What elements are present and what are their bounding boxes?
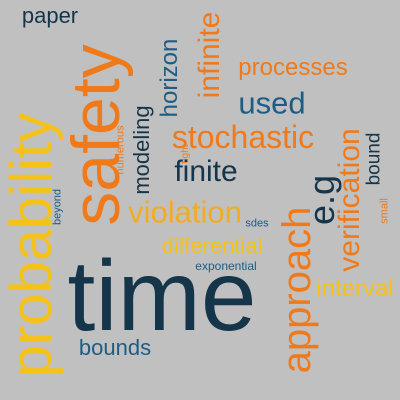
word-paper: paper — [21, 3, 79, 28]
word-infinite: infinite — [193, 11, 226, 99]
word-time: time — [67, 240, 257, 352]
word-stochastic: stochastic — [171, 119, 315, 155]
word-exponential: exponential — [195, 259, 257, 273]
word-numerous: numerous — [114, 125, 127, 175]
word-bounds: bounds — [78, 335, 152, 360]
word-small: small — [378, 198, 391, 224]
word-beyond: beyond — [51, 188, 64, 226]
word-bound: bound — [363, 132, 385, 186]
word-verification: verification — [333, 128, 366, 272]
word-violation: violation — [128, 194, 242, 230]
word-probability: probability — [0, 112, 64, 378]
word-sdes: sdes — [245, 217, 269, 230]
word-interval: interval — [316, 275, 394, 302]
word-used: used — [238, 85, 306, 121]
word-processes: processes — [238, 54, 348, 81]
word-approach: approach — [275, 206, 319, 374]
word-finite: finite — [174, 155, 238, 188]
word-modeling: modeling — [129, 105, 154, 195]
word-differential: differential — [161, 233, 263, 258]
word-horizon: horizon — [156, 38, 183, 118]
